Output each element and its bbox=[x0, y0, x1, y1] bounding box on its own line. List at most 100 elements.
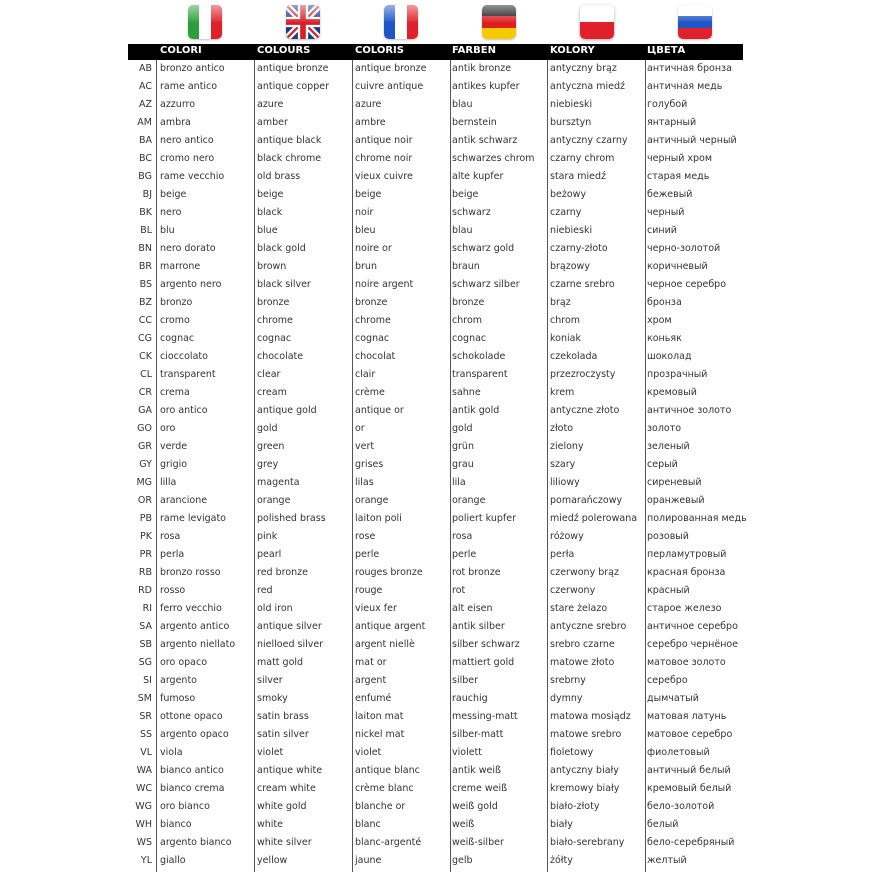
column-header: ЦВЕТА bbox=[647, 45, 686, 56]
color-name: biało-złoty bbox=[550, 801, 600, 812]
color-name: perla bbox=[160, 549, 185, 560]
table-row: SI argento silver argent silber srebrny серебр… bbox=[128, 672, 743, 690]
column-header: FARBEN bbox=[452, 45, 496, 56]
column-divider bbox=[645, 60, 646, 872]
color-name: шоколад bbox=[647, 351, 692, 362]
color-name: матовое золото bbox=[647, 657, 726, 668]
color-name: бело-серебряный bbox=[647, 837, 735, 848]
table-row: RB bronzo rosso red bronze rouges bronze rot… bbox=[128, 564, 743, 582]
color-name: or bbox=[355, 423, 365, 434]
color-name: orange bbox=[452, 495, 486, 506]
color-name: antik gold bbox=[452, 405, 500, 416]
flags-row bbox=[0, 5, 875, 41]
color-name: bianco crema bbox=[160, 783, 225, 794]
table-row: SB argento niellato nielloed silver argent … bbox=[128, 636, 743, 654]
color-name: античная медь bbox=[647, 81, 723, 92]
color-name: blau bbox=[452, 225, 473, 236]
color-name: grigio bbox=[160, 459, 188, 470]
color-code: YL bbox=[140, 855, 152, 866]
color-name: biały bbox=[550, 819, 573, 830]
color-name: gold bbox=[452, 423, 473, 434]
color-name: antique argent bbox=[355, 621, 426, 632]
color-name: green bbox=[257, 441, 285, 452]
color-code: AZ bbox=[138, 99, 152, 110]
table-row: RD rosso red rouge rot czerwony красный bbox=[128, 582, 743, 600]
color-code: GR bbox=[138, 441, 152, 452]
color-name: azure bbox=[355, 99, 382, 110]
color-name: argento opaco bbox=[160, 729, 229, 740]
color-name: czarny chrom bbox=[550, 153, 615, 164]
color-name: viola bbox=[160, 747, 183, 758]
color-code: WA bbox=[136, 765, 152, 776]
color-name: argent niellè bbox=[355, 639, 415, 650]
color-name: krem bbox=[550, 387, 575, 398]
table-row: RI ferro vecchio old iron vieux fer alt eise… bbox=[128, 600, 743, 618]
color-code: BJ bbox=[142, 189, 152, 200]
color-name: giallo bbox=[160, 855, 186, 866]
table-row: BS argento nero black silver noire argent sc… bbox=[128, 276, 743, 294]
color-code: PB bbox=[139, 513, 152, 524]
color-name: blue bbox=[257, 225, 278, 236]
color-code: SG bbox=[138, 657, 152, 668]
color-name: хром bbox=[647, 315, 672, 326]
color-name: cream white bbox=[257, 783, 316, 794]
color-name: bronzo antico bbox=[160, 63, 225, 74]
color-name: античное золото bbox=[647, 405, 732, 416]
color-code: BA bbox=[138, 135, 152, 146]
color-name: silver bbox=[257, 675, 283, 686]
color-name: azzurro bbox=[160, 99, 196, 110]
table-row: BR marrone brown brun braun brązowy коричневый bbox=[128, 258, 743, 276]
color-name: серебро чернёное bbox=[647, 639, 739, 650]
column-divider bbox=[547, 60, 548, 872]
color-name: crème bbox=[355, 387, 385, 398]
color-name: розовый bbox=[647, 531, 689, 542]
color-name: dymny bbox=[550, 693, 583, 704]
table-row: GA oro antico antique gold antique or antik … bbox=[128, 402, 743, 420]
table-row: SM fumoso smoky enfumé rauchig dymny дымчатый bbox=[128, 690, 743, 708]
color-name: noir bbox=[355, 207, 374, 218]
color-code: SM bbox=[137, 693, 152, 704]
table-row: GO oro gold or gold złoto золото bbox=[128, 420, 743, 438]
color-name: violett bbox=[452, 747, 483, 758]
color-name: grau bbox=[452, 459, 474, 470]
color-name: cromo nero bbox=[160, 153, 215, 164]
table-row: GY grigio grey grises grau szary серый bbox=[128, 456, 743, 474]
color-name: chrome bbox=[355, 315, 391, 326]
color-name: bronzo bbox=[160, 297, 193, 308]
color-name: brązowy bbox=[550, 261, 590, 272]
color-code: CK bbox=[139, 351, 152, 362]
color-name: полированная медь bbox=[647, 513, 747, 524]
color-name: schwarz silber bbox=[452, 279, 520, 290]
color-name: argento nero bbox=[160, 279, 222, 290]
color-name: oro antico bbox=[160, 405, 208, 416]
color-name: chrome noir bbox=[355, 153, 413, 164]
color-name: оранжевый bbox=[647, 495, 705, 506]
table-row: SG oro opaco matt gold mat or mattiert gold m… bbox=[128, 654, 743, 672]
color-name: античный черный bbox=[647, 135, 737, 146]
table-row: BL blu blue bleu blau niebieski синий bbox=[128, 222, 743, 240]
color-name: brąz bbox=[550, 297, 571, 308]
color-name: brun bbox=[355, 261, 377, 272]
color-name: braun bbox=[452, 261, 480, 272]
color-name: srebrny bbox=[550, 675, 586, 686]
table-row: CG cognac cognac cognac cognac koniak коньяк bbox=[128, 330, 743, 348]
color-name: przezroczysty bbox=[550, 369, 616, 380]
color-name: antique blanc bbox=[355, 765, 420, 776]
color-name: sahne bbox=[452, 387, 481, 398]
color-name: oro bianco bbox=[160, 801, 210, 812]
color-name: czarny-złoto bbox=[550, 243, 608, 254]
color-name: blanche or bbox=[355, 801, 406, 812]
color-code: CL bbox=[140, 369, 152, 380]
color-name: czerwony bbox=[550, 585, 596, 596]
color-code: BK bbox=[139, 207, 152, 218]
color-name: silber-matt bbox=[452, 729, 504, 740]
color-name: creme weiß bbox=[452, 783, 508, 794]
color-name: beige bbox=[160, 189, 187, 200]
table-row: CC cromo chrome chrome chrom chrom хром bbox=[128, 312, 743, 330]
color-name: antik weiß bbox=[452, 765, 501, 776]
color-name: old brass bbox=[257, 171, 301, 182]
color-name: vieux cuivre bbox=[355, 171, 413, 182]
color-name: rauchig bbox=[452, 693, 488, 704]
color-name: clair bbox=[355, 369, 376, 380]
france-flag-icon bbox=[384, 5, 418, 39]
